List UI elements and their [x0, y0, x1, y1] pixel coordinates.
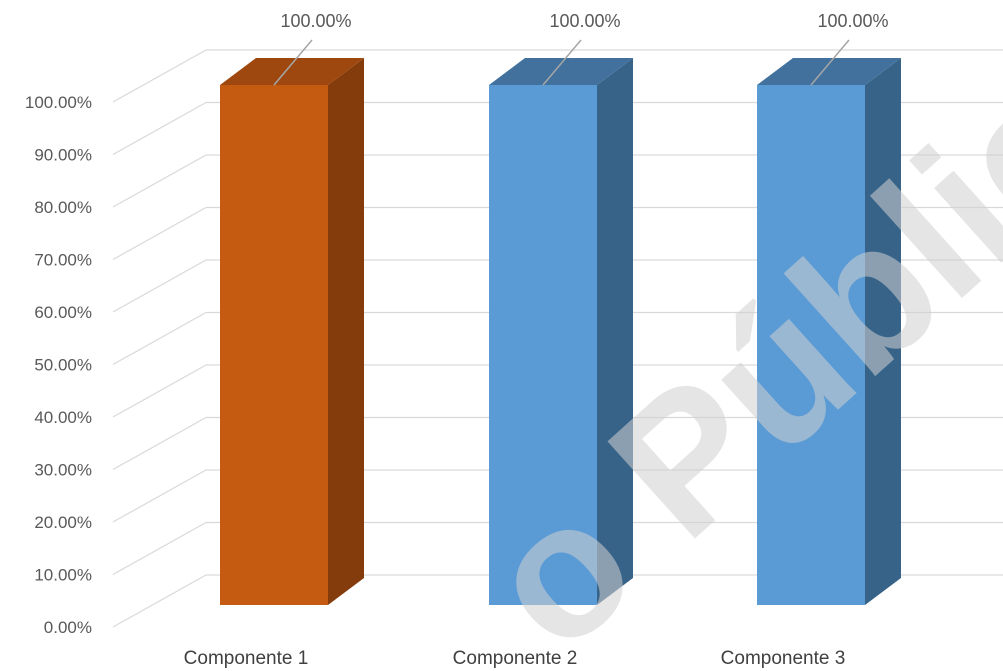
category-label: Componente 3: [721, 648, 846, 669]
data-label: 100.00%: [280, 11, 351, 31]
bar-top: [489, 58, 633, 85]
category-label: Componente 2: [453, 648, 578, 669]
data-label-leader: [542, 39, 582, 86]
y-tick-label: 30.00%: [34, 461, 92, 480]
y-tick-label: 100.00%: [25, 93, 92, 112]
y-tick-label: 10.00%: [34, 566, 92, 585]
bar-front: [757, 85, 865, 605]
gridline-diagonal: [112, 416, 207, 471]
gridline-diagonal: [112, 206, 207, 261]
bars: [220, 58, 901, 605]
bar-1: [220, 58, 364, 605]
bar-side: [865, 58, 901, 605]
data-labels: 100.00% 100.00% 100.00%: [273, 11, 889, 86]
gridline-diagonal: [112, 469, 207, 523]
gridline-diagonal: [112, 521, 207, 576]
data-label-leader: [810, 39, 850, 86]
y-tick-label: 0.00%: [44, 618, 92, 637]
bar-top: [757, 58, 901, 85]
bar-front: [220, 85, 328, 605]
gridline-diagonal: [112, 574, 207, 628]
category-label: Componente 1: [184, 648, 309, 669]
y-tick-label: 50.00%: [34, 356, 92, 375]
x-axis-category-labels: Componente 1 Componente 2 Componente 3: [184, 648, 846, 669]
gridline-diagonal: [112, 259, 207, 313]
y-tick-label: 40.00%: [34, 408, 92, 427]
y-tick-label: 70.00%: [34, 251, 92, 270]
bar-side: [597, 58, 633, 605]
gridline-diagonal: [112, 311, 207, 366]
bar-2: [489, 58, 633, 605]
y-tick-label: 60.00%: [34, 303, 92, 322]
data-label: 100.00%: [817, 11, 888, 31]
y-tick-label: 90.00%: [34, 146, 92, 165]
data-label: 100.00%: [549, 11, 620, 31]
y-tick-label: 80.00%: [34, 198, 92, 217]
bar-side: [328, 58, 364, 605]
bar-3: [757, 58, 901, 605]
y-axis-tick-labels: 0.00% 10.00% 20.00% 30.00% 40.00% 50.00% 60.00…: [25, 93, 92, 637]
gridline-diagonal: [112, 101, 207, 156]
gridline-diagonal: [112, 364, 207, 418]
gridline-diagonal: [112, 154, 207, 208]
y-tick-label: 20.00%: [34, 513, 92, 532]
data-label-leader: [273, 39, 313, 86]
bar-front: [489, 85, 597, 605]
gridline-diagonal: [112, 49, 207, 103]
bar-top: [220, 58, 364, 85]
